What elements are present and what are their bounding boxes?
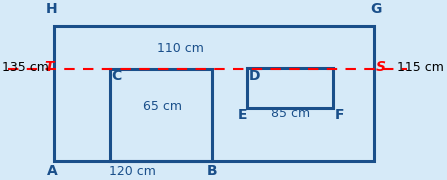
Text: D: D [249, 69, 260, 83]
Text: C: C [111, 69, 122, 83]
Bar [247, 68, 333, 108]
Text: E: E [238, 108, 247, 122]
Text: 115 cm: 115 cm [397, 61, 444, 74]
Text: H: H [46, 2, 58, 16]
Text: S: S [376, 60, 386, 74]
Text: B: B [207, 164, 217, 178]
Text: T: T [45, 60, 54, 74]
Text: 110 cm: 110 cm [157, 42, 204, 55]
Text: F: F [335, 108, 344, 122]
Text: A: A [46, 164, 57, 178]
Text: 120 cm: 120 cm [109, 165, 156, 178]
Text: 135 cm: 135 cm [2, 61, 49, 74]
Text: 65 cm: 65 cm [143, 100, 181, 113]
Bar [110, 69, 212, 161]
Text: G: G [371, 2, 382, 16]
Text: 85 cm: 85 cm [271, 107, 311, 120]
Bar [54, 26, 374, 161]
